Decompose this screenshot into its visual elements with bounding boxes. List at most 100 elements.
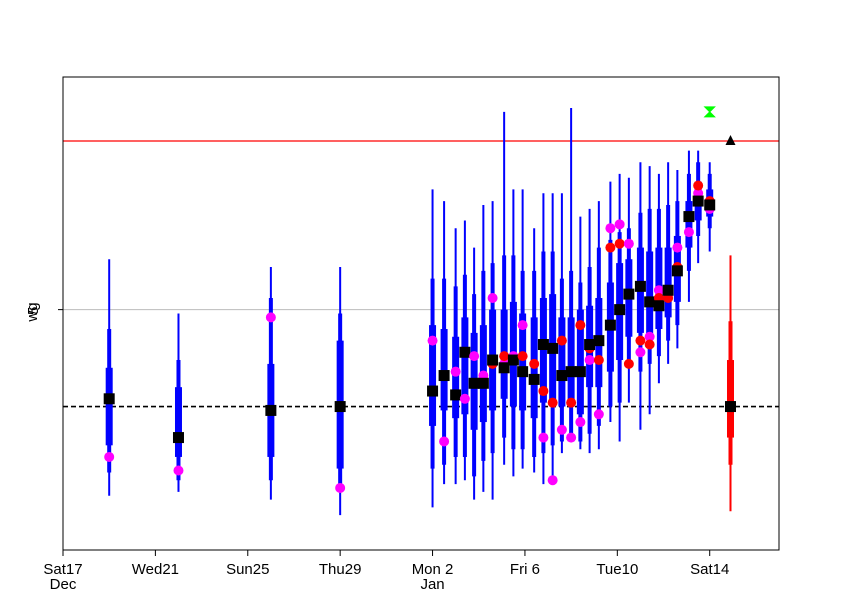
magenta-point <box>265 312 276 323</box>
magenta-point <box>556 424 567 435</box>
box-23 <box>614 173 626 442</box>
box-19 <box>574 216 586 450</box>
y-axis-label: wg <box>24 302 41 322</box>
final-box <box>724 255 736 512</box>
median-marker <box>459 346 471 358</box>
green-hourglass-marker <box>703 106 716 118</box>
median-marker <box>574 366 586 378</box>
median-marker <box>517 366 529 378</box>
box-7 <box>459 220 471 481</box>
median-marker <box>556 370 568 382</box>
box-body <box>429 325 437 426</box>
x-tick-label: Sat14 <box>690 561 729 578</box>
median-marker <box>172 432 184 444</box>
box-body <box>452 336 460 419</box>
box-11 <box>498 111 510 465</box>
magenta-point <box>593 409 604 420</box>
median-marker <box>634 280 646 292</box>
magenta-point <box>104 451 115 462</box>
box-body <box>461 317 469 415</box>
box-4 <box>427 189 439 508</box>
median-marker <box>704 199 716 211</box>
box-25 <box>634 162 646 430</box>
magenta-point <box>635 347 646 358</box>
median-marker <box>450 389 462 401</box>
red-point <box>575 320 586 331</box>
box-12 <box>507 189 519 477</box>
y-tick-label: 5 <box>25 307 42 315</box>
box-27 <box>653 173 665 384</box>
box-2 <box>265 266 277 500</box>
red-point <box>499 351 510 362</box>
red-point <box>693 180 704 191</box>
box-6 <box>450 228 462 485</box>
box-body <box>558 317 566 407</box>
median-marker <box>644 296 656 308</box>
magenta-point <box>517 320 528 331</box>
red-point <box>556 335 567 346</box>
magenta-point <box>623 238 634 249</box>
median-marker <box>498 362 510 374</box>
box-body <box>664 247 672 318</box>
box-body <box>685 201 693 248</box>
box-5 <box>438 201 450 485</box>
red-point <box>614 238 625 249</box>
box-24 <box>623 177 635 403</box>
x-tick-label: Tue10 <box>596 561 638 578</box>
box-16 <box>547 193 559 486</box>
median-marker <box>671 265 683 277</box>
red-point <box>566 397 577 408</box>
box-10 <box>487 201 499 500</box>
median-marker <box>614 304 626 316</box>
plot-frame <box>62 76 780 551</box>
box-body <box>539 297 547 403</box>
magenta-point <box>653 285 664 296</box>
median-marker <box>103 393 115 405</box>
median-marker <box>623 288 635 300</box>
box-body <box>567 317 575 407</box>
red-point <box>623 358 634 369</box>
box-body <box>576 309 584 415</box>
median-marker <box>334 401 346 413</box>
magenta-point <box>584 355 595 366</box>
box-30 <box>683 150 695 302</box>
median-marker <box>547 342 559 354</box>
median-marker <box>584 339 596 351</box>
box-14 <box>528 228 540 473</box>
magenta-point <box>173 465 184 476</box>
box-21 <box>593 201 605 450</box>
magenta-point <box>672 242 683 253</box>
box-1 <box>172 313 184 492</box>
median-marker <box>537 339 549 351</box>
box-22 <box>604 181 616 423</box>
magenta-point <box>547 475 558 486</box>
box-body <box>105 367 113 446</box>
median-marker <box>438 370 450 382</box>
box-17 <box>556 193 568 454</box>
magenta-point <box>538 432 549 443</box>
box-15 <box>537 193 549 485</box>
x-tick-label-month: Dec <box>50 576 77 593</box>
magenta-point <box>487 292 498 303</box>
box-body <box>174 387 182 457</box>
red-point <box>547 397 558 408</box>
x-tick-label: Fri 6 <box>510 561 540 578</box>
x-tick-label-month: Jan <box>420 576 444 593</box>
box-0 <box>103 259 115 496</box>
box-8 <box>468 247 480 500</box>
box-body <box>726 360 734 438</box>
black-triangle-marker <box>725 134 736 145</box>
x-tick-label: Thu29 <box>319 561 362 578</box>
red-point <box>538 386 549 397</box>
magenta-point <box>469 351 480 362</box>
box-32 <box>704 162 716 252</box>
box-26 <box>644 166 656 415</box>
magenta-point <box>566 432 577 443</box>
x-tick-label: Sun25 <box>226 561 269 578</box>
red-point <box>635 335 646 346</box>
median-marker <box>565 366 577 378</box>
box-31 <box>692 150 704 264</box>
x-tick-label: Sat17 <box>43 561 82 578</box>
x-tick-label: Wed21 <box>132 561 179 578</box>
